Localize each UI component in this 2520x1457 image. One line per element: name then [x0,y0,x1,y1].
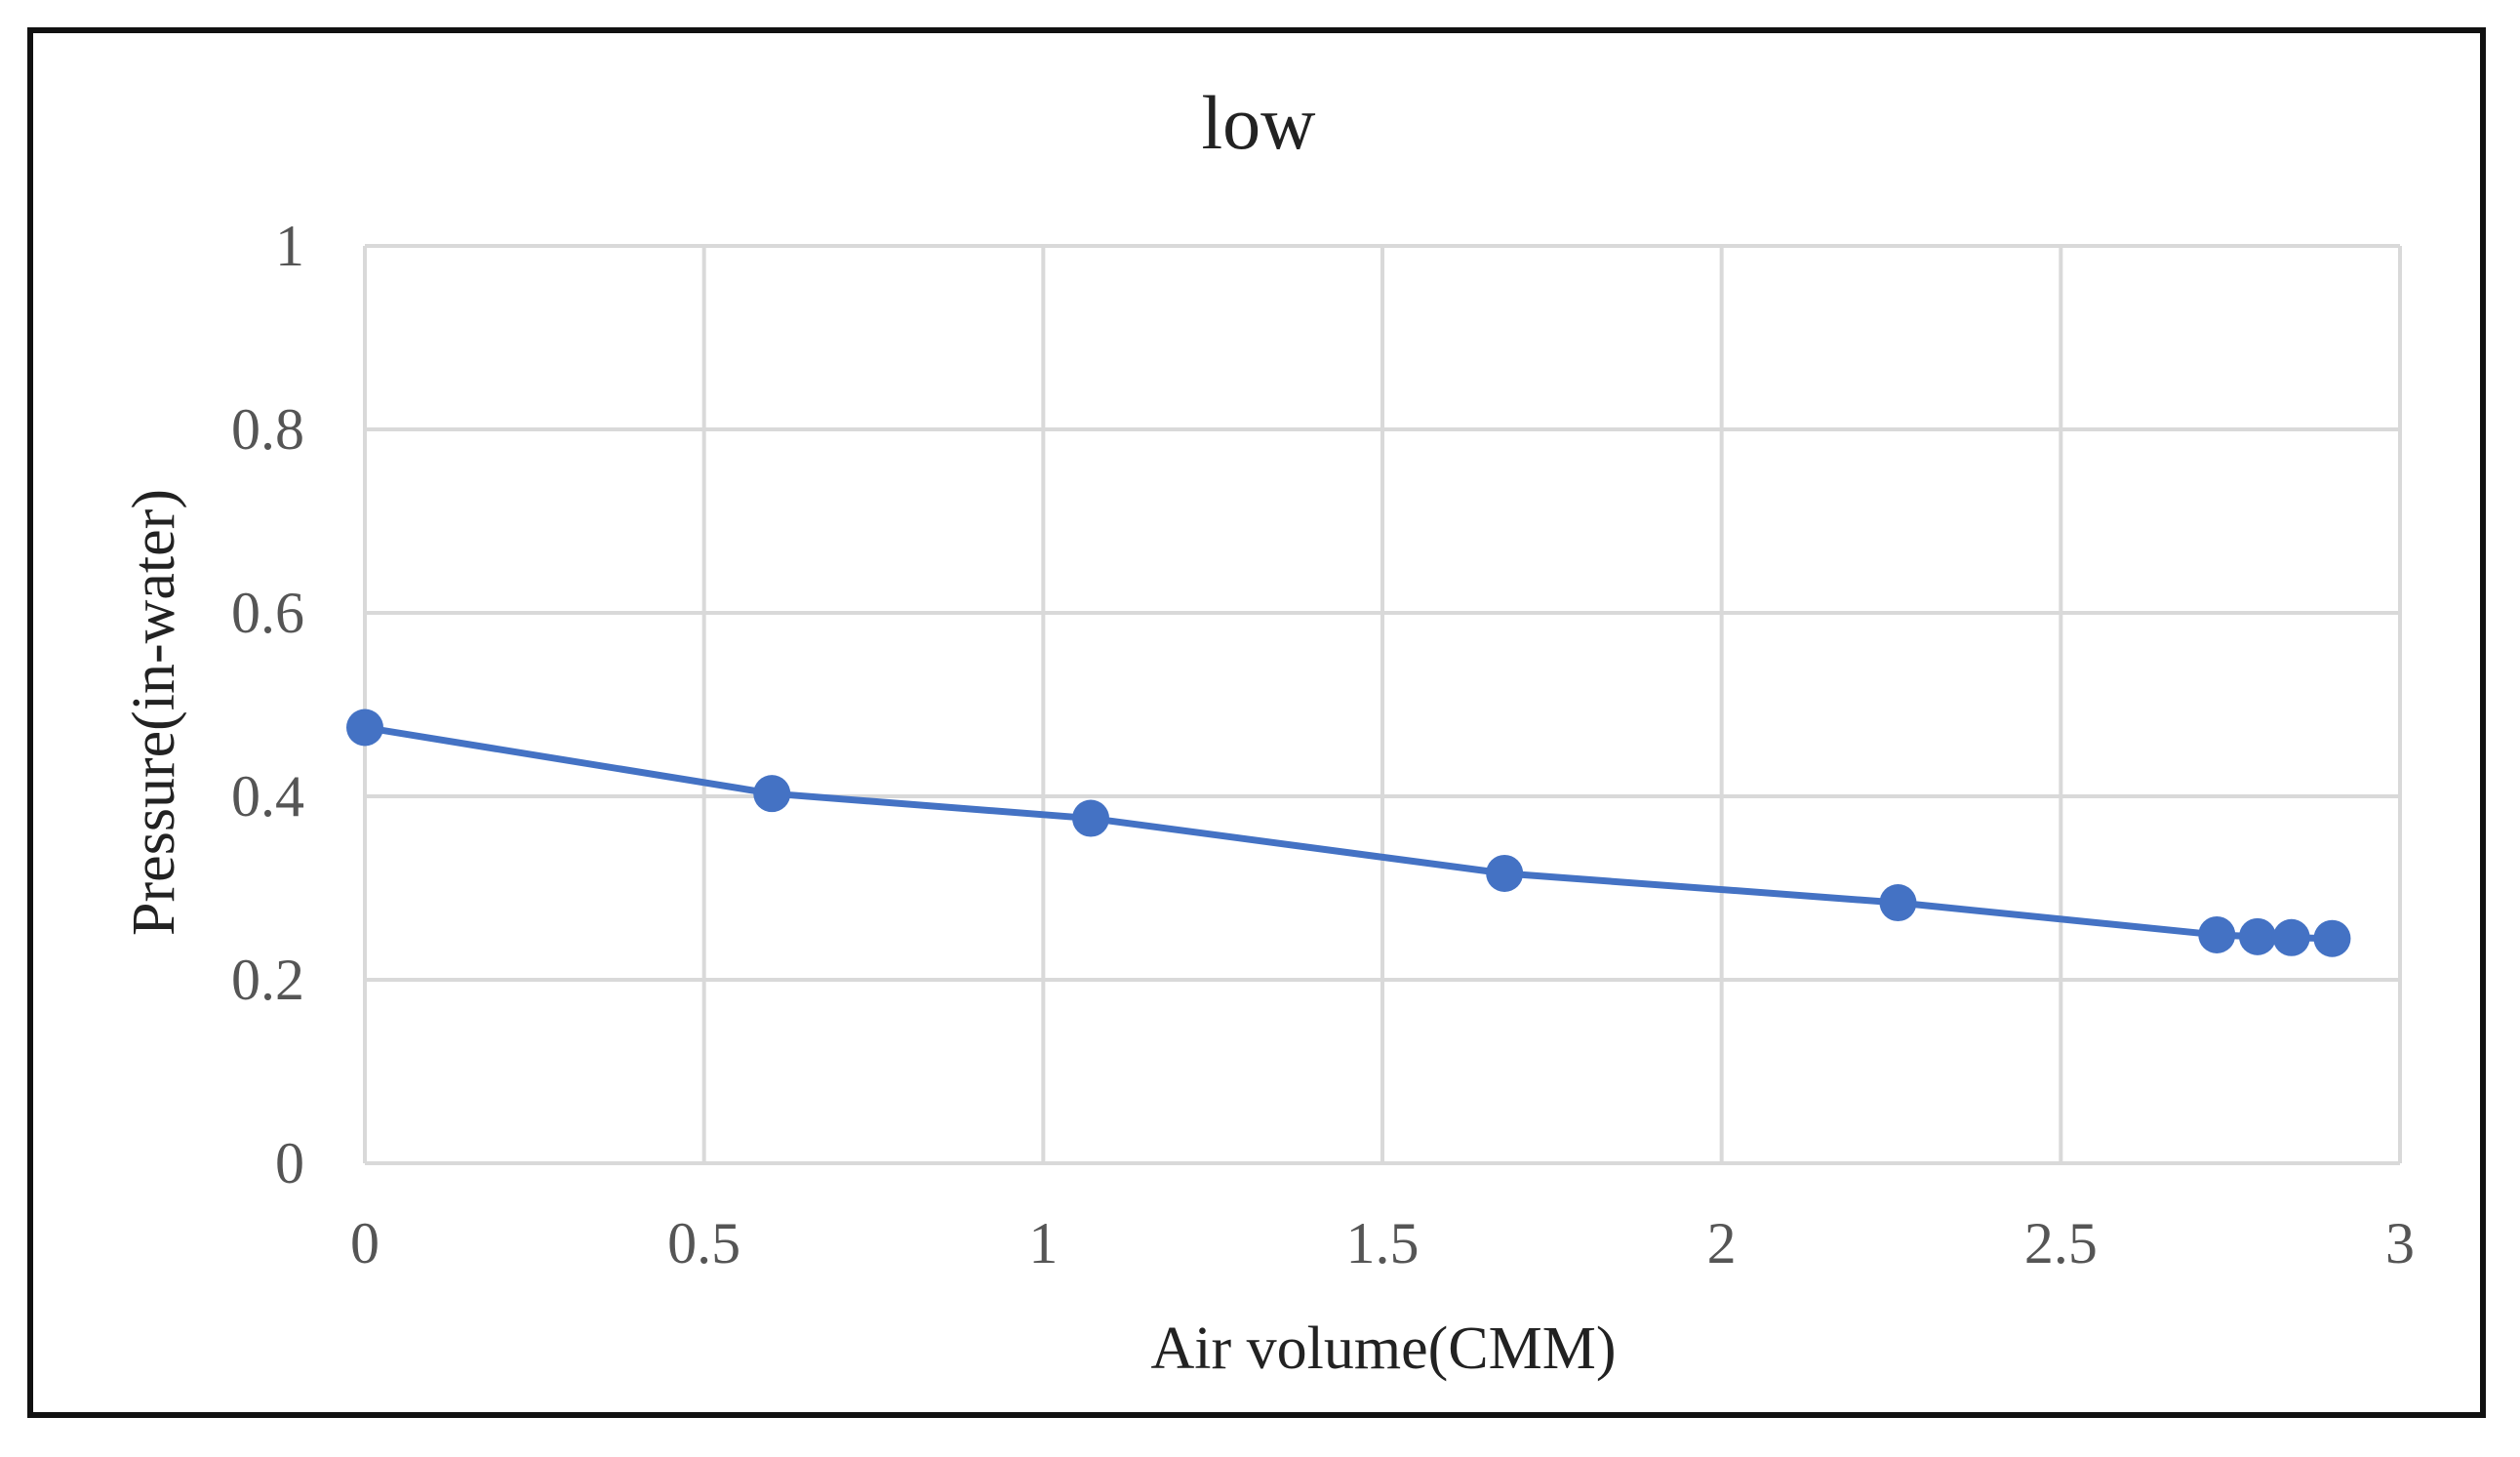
y-axis-title: Pressure(in-water) [121,489,187,936]
series-layer [346,708,2351,957]
y-tick-label: 0 [275,1131,304,1195]
x-tick-label: 3 [2385,1211,2415,1275]
chart-title: low [1202,80,1316,165]
y-tick-label: 0.2 [231,948,304,1012]
figure-frame [27,27,2486,1418]
x-tick-label: 0 [350,1211,380,1275]
x-tick-label: 1.5 [1346,1211,1420,1275]
y-tick-label: 0.6 [231,581,304,645]
data-point [1072,799,1110,837]
data-point [2272,918,2310,956]
data-point [753,775,791,813]
data-point [346,708,383,747]
series-line [364,724,2333,943]
data-point [2198,915,2236,953]
data-point [1486,854,1524,892]
x-tick-label: 2.5 [2024,1211,2098,1275]
y-tick-label: 0.8 [231,397,304,462]
grid [363,244,2402,1165]
x-tick-label: 1 [1028,1211,1058,1275]
data-point [2238,917,2276,955]
data-point [1879,884,1917,922]
x-tick-label: 2 [1707,1211,1737,1275]
x-axis-title: Air volume(CMM) [1150,1315,1616,1382]
y-tick-label: 1 [275,214,304,278]
tick-labels: 0 0.5 1 1.5 2 2.5 3 0 0.2 0.4 0.6 0.8 1 [231,214,2415,1275]
data-point [2313,919,2351,957]
y-tick-label: 0.4 [231,764,304,829]
x-tick-label: 0.5 [667,1211,740,1275]
